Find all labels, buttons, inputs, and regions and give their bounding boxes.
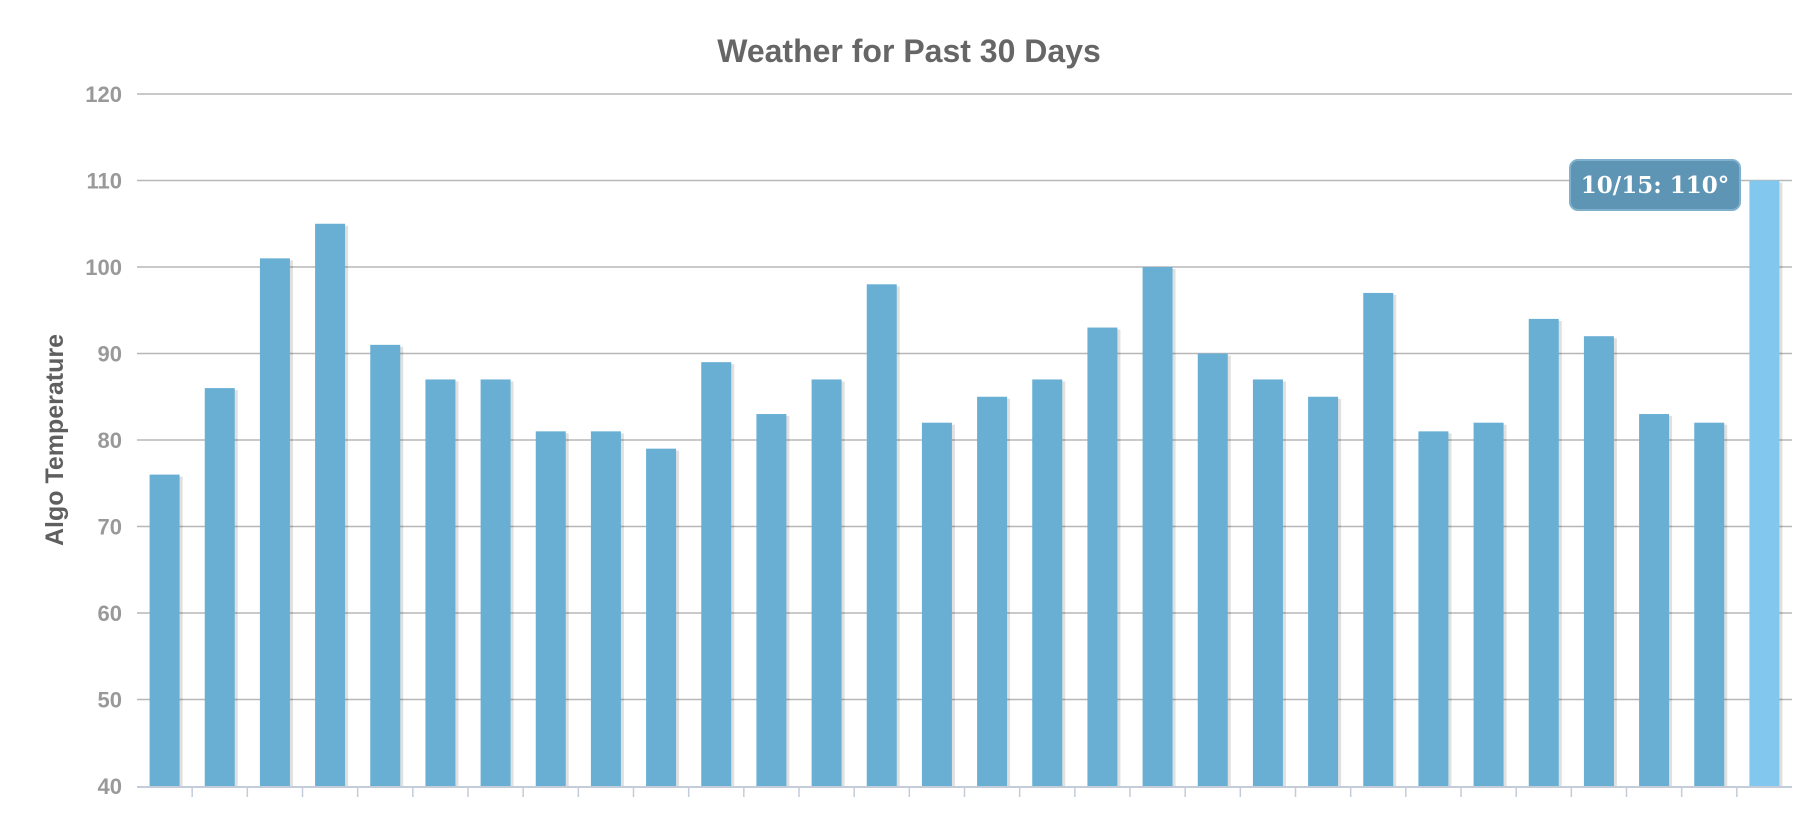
bar-28[interactable]	[1639, 414, 1670, 786]
y-tick-label: 60	[98, 601, 122, 626]
bar-6[interactable]	[425, 379, 456, 786]
bar-10[interactable]	[646, 448, 677, 786]
bar-27[interactable]	[1583, 336, 1614, 786]
bar-18[interactable]	[1087, 327, 1118, 786]
y-tick-label: 50	[98, 688, 122, 713]
bar-24[interactable]	[1418, 431, 1449, 786]
chart-title: Weather for Past 30 Days	[717, 33, 1101, 69]
y-axis-title: Algo Temperature	[41, 334, 69, 546]
x-axis	[137, 786, 1792, 797]
bar-8[interactable]	[535, 431, 566, 786]
y-axis-tick-labels: 40 50 60 70 80 90 100 110 120	[85, 82, 122, 799]
tooltip-box	[1569, 159, 1741, 211]
y-tick-label: 90	[98, 342, 122, 367]
bar-29[interactable]	[1694, 422, 1725, 786]
tooltip-text: 10/15: 110°	[1581, 172, 1729, 199]
bar-13[interactable]	[811, 379, 842, 786]
bar-20[interactable]	[1197, 353, 1228, 787]
bar-4[interactable]	[315, 223, 346, 786]
bar-21[interactable]	[1252, 379, 1283, 786]
bar-25[interactable]	[1473, 422, 1504, 786]
bar-3[interactable]	[259, 258, 290, 787]
bar-16[interactable]	[977, 396, 1008, 786]
bar-1[interactable]	[149, 474, 180, 786]
gridlines	[137, 93, 1792, 701]
y-tick-label: 80	[98, 428, 122, 453]
bar-5[interactable]	[370, 344, 401, 786]
bar-22[interactable]	[1308, 396, 1339, 786]
bar-15[interactable]	[921, 422, 952, 786]
bars	[149, 180, 1783, 787]
bar-26[interactable]	[1528, 318, 1559, 786]
y-tick-label: 100	[85, 255, 122, 280]
y-tick-label: 120	[85, 82, 122, 107]
bar-19[interactable]	[1142, 267, 1173, 786]
bar-11[interactable]	[701, 362, 732, 786]
bar-12[interactable]	[756, 414, 787, 786]
bar-9[interactable]	[590, 431, 621, 786]
y-tick-label: 40	[98, 774, 122, 799]
bar-17[interactable]	[1032, 379, 1063, 786]
y-tick-label: 70	[98, 515, 122, 540]
bar-30[interactable]	[1749, 180, 1780, 787]
tooltip: 10/15: 110°	[1569, 159, 1741, 211]
bar-14[interactable]	[866, 284, 897, 786]
bar-7[interactable]	[480, 379, 511, 786]
bar-23[interactable]	[1363, 292, 1394, 786]
y-tick-label: 110	[87, 169, 123, 194]
bar-2[interactable]	[204, 388, 235, 786]
